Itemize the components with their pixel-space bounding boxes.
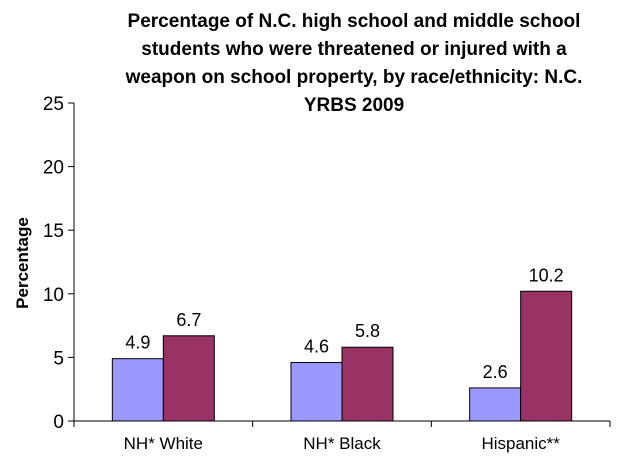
y-tick-label-2: 10 xyxy=(43,285,64,306)
bar-1-1 xyxy=(341,346,394,422)
category-label-2: Hispanic** xyxy=(481,434,560,453)
y-tick-label-0: 0 xyxy=(53,412,64,433)
bar-0-0 xyxy=(111,358,164,422)
chart-title-line-3: weapon on school property, by race/ethni… xyxy=(125,67,583,88)
y-tick-label-3: 15 xyxy=(43,221,64,242)
y-tick-label-4: 20 xyxy=(43,158,64,179)
data-label-2-1: 10.2 xyxy=(529,265,564,285)
y-axis-label: Percentage xyxy=(13,217,32,309)
chart-title-line-4: YRBS 2009 xyxy=(304,95,404,116)
data-label-0-1: 6.7 xyxy=(176,310,201,330)
data-label-1-0: 4.6 xyxy=(304,336,329,356)
y-tick-label-1: 5 xyxy=(53,348,64,369)
plot-area: 0 5 10 15 20 25 4.9 6.7 NH* White 4.6 5.8 NH* Black… xyxy=(43,94,611,453)
category-label-1: NH* Black xyxy=(303,434,381,453)
bar-2-0 xyxy=(469,387,522,422)
category-label-0: NH* White xyxy=(124,434,203,453)
data-label-2-0: 2.6 xyxy=(483,362,508,382)
bar-2-1 xyxy=(520,290,573,422)
bar-1-0 xyxy=(290,361,343,422)
data-label-0-0: 4.9 xyxy=(125,333,150,353)
chart-title: Percentage of N.C. high school and middl… xyxy=(125,11,583,116)
chart-title-line-1: Percentage of N.C. high school and middl… xyxy=(128,11,581,32)
bar-0-1 xyxy=(162,335,215,422)
y-tick-label-5: 25 xyxy=(43,94,64,115)
chart-title-line-2: students who were threatened or injured … xyxy=(141,39,567,60)
data-label-1-1: 5.8 xyxy=(355,321,380,341)
